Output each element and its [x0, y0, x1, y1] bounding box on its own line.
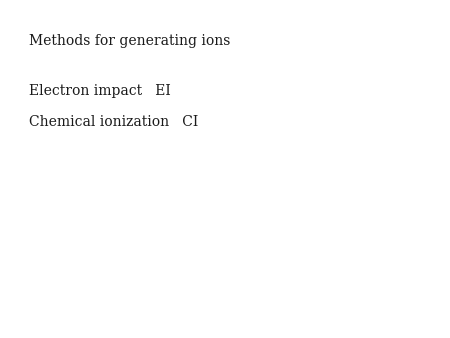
Text: Electron impact   EI: Electron impact EI	[29, 84, 171, 98]
Text: Methods for generating ions: Methods for generating ions	[29, 33, 230, 48]
Text: Chemical ionization   CI: Chemical ionization CI	[29, 115, 198, 129]
